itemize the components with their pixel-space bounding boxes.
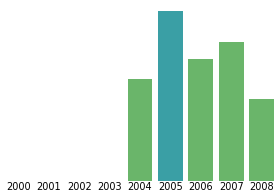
Bar <box>188 59 213 181</box>
Bar <box>219 42 244 181</box>
Bar <box>249 99 274 181</box>
Bar <box>127 79 153 181</box>
Bar <box>158 11 183 181</box>
